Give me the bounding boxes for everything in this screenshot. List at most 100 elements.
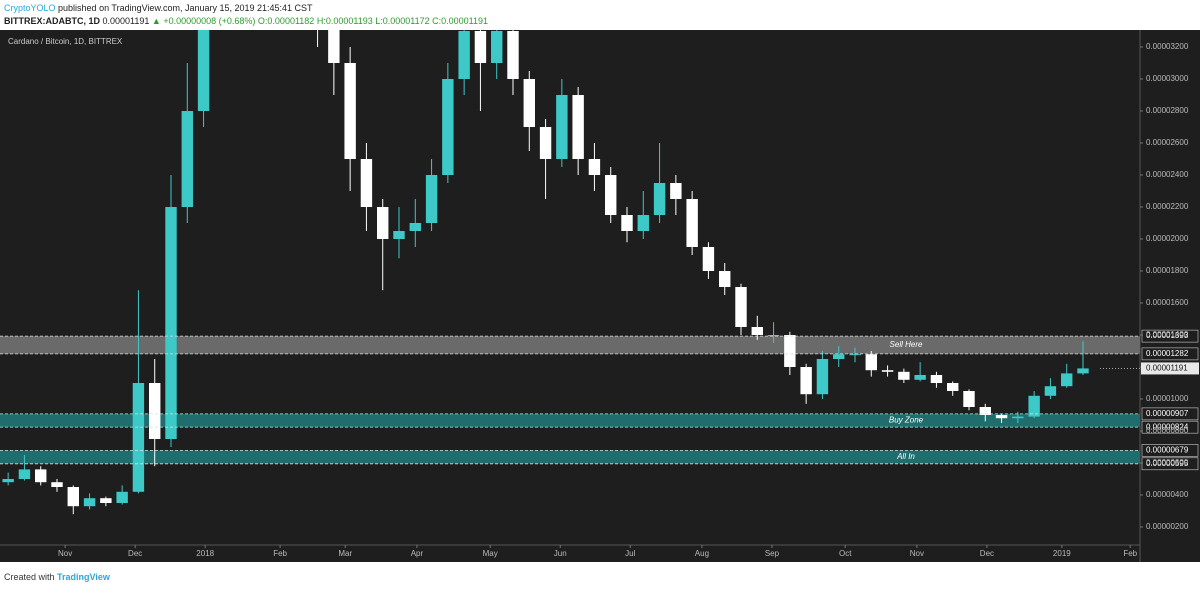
- footer-text: Created with: [4, 572, 55, 582]
- x-tick-label: Jun: [554, 549, 567, 558]
- candle-body: [1077, 368, 1089, 374]
- candle-body: [865, 354, 877, 371]
- candle-body: [181, 111, 193, 207]
- level-box: [1141, 420, 1199, 434]
- zone: [0, 413, 1140, 428]
- x-tick-label: Feb: [273, 549, 287, 558]
- level-box: [1141, 444, 1199, 457]
- candle-body: [833, 354, 845, 359]
- price: 0.00001191: [102, 16, 150, 26]
- candle-body: [1012, 416, 1024, 419]
- y-tick-label: 0.00002400: [1146, 170, 1189, 179]
- candle-body: [2, 479, 14, 483]
- zone: [0, 450, 1140, 464]
- candle-body: [930, 375, 943, 383]
- candle-body: [1028, 395, 1040, 417]
- candle-body: [83, 498, 96, 507]
- symbol: BITTREX:ADABTC, 1D: [4, 16, 100, 26]
- level-box: [1141, 407, 1199, 421]
- candle-body: [393, 231, 405, 239]
- y-tick-label: 0.00000800: [1146, 426, 1189, 435]
- x-tick-label: Dec: [128, 549, 142, 558]
- x-tick-label: Nov: [910, 549, 924, 558]
- candle-body: [979, 407, 991, 415]
- y-tick-label: 0.00001400: [1146, 330, 1189, 339]
- x-tick-label: Aug: [695, 549, 709, 558]
- background: [0, 30, 1200, 562]
- candle-body: [474, 31, 487, 63]
- y-tick-label: 0.00002600: [1146, 138, 1189, 147]
- y-tick-label: 0.00002200: [1146, 202, 1189, 211]
- brand[interactable]: TradingView: [57, 572, 110, 582]
- x-tick-label: Oct: [839, 549, 852, 558]
- candle-body: [507, 31, 519, 79]
- candle-body: [360, 159, 373, 207]
- low: L:0.00001172: [375, 16, 430, 26]
- candle-body: [100, 498, 112, 503]
- candle-body: [621, 215, 633, 231]
- candle-body: [67, 487, 79, 507]
- candle-body: [784, 335, 796, 367]
- candle-body: [963, 391, 975, 407]
- zone-label: Buy Zone: [889, 416, 924, 425]
- candle-body: [51, 482, 63, 487]
- level-label: 0.00000907: [1146, 409, 1189, 418]
- y-tick-label: 0.00002800: [1146, 106, 1189, 115]
- candle-body: [898, 371, 910, 380]
- candle-body: [719, 271, 731, 287]
- candle-body: [18, 469, 31, 479]
- publish-line: CryptoYOLO published on TradingView.com,…: [4, 2, 488, 15]
- candle-body: [35, 469, 47, 483]
- last-price-box: [1141, 362, 1199, 375]
- x-tick-label: May: [483, 549, 498, 558]
- candle-body: [995, 415, 1008, 419]
- last-price-label: 0.00001191: [1146, 364, 1188, 373]
- x-tick-label: Mar: [338, 549, 352, 558]
- candle-body: [328, 30, 340, 63]
- x-tick-label: Feb: [1123, 549, 1137, 558]
- candle-body: [735, 287, 747, 327]
- candle-body: [914, 375, 926, 380]
- candle-body: [556, 95, 568, 159]
- candle-body: [523, 79, 535, 127]
- level-label: 0.00001393: [1146, 331, 1189, 340]
- zone-label: Sell Here: [890, 340, 923, 349]
- level-label: 0.00000679: [1146, 445, 1189, 454]
- author[interactable]: CryptoYOLO: [4, 3, 56, 13]
- candle-body: [377, 207, 389, 239]
- y-tick-label: 0.00000400: [1146, 490, 1189, 499]
- zone-label: All In: [896, 452, 915, 461]
- x-tick-label: Nov: [58, 549, 72, 558]
- level-box: [1141, 347, 1199, 361]
- y-tick-label: 0.00003200: [1146, 42, 1189, 51]
- x-tick-label: 2019: [1053, 549, 1071, 558]
- candle-body: [751, 327, 763, 335]
- candle-body: [344, 63, 356, 159]
- candle-body: [670, 183, 682, 199]
- y-tick-label: 0.00002000: [1146, 234, 1189, 243]
- chart: Cardano / Bitcoin, 1D, BITTREX Sell Here…: [0, 30, 1200, 562]
- chart-title: Cardano / Bitcoin, 1D, BITTREX: [8, 37, 123, 46]
- candle-body: [149, 383, 161, 439]
- candle-body: [458, 31, 470, 79]
- candle-body: [653, 183, 666, 215]
- candle-body: [767, 335, 780, 336]
- candle-body: [132, 383, 145, 492]
- level-label: 0.00000595: [1146, 459, 1189, 468]
- y-tick-label: 0.00000600: [1146, 458, 1189, 467]
- candle-body: [572, 95, 584, 159]
- close: C:0.00001191: [432, 16, 489, 26]
- x-tick-label: Jul: [625, 549, 635, 558]
- x-tick-label: Apr: [411, 549, 424, 558]
- x-tick-label: Sep: [765, 549, 780, 558]
- y-tick-label: 0.00001600: [1146, 298, 1189, 307]
- candle-body: [947, 383, 959, 391]
- y-tick-label: 0.00003000: [1146, 74, 1189, 83]
- level-box: [1141, 329, 1199, 343]
- candle-body: [1044, 386, 1057, 396]
- candle-body: [816, 359, 829, 395]
- quote-line: BITTREX:ADABTC, 1D 0.00001191 ▲ +0.00000…: [4, 15, 488, 28]
- candle-body: [1061, 373, 1073, 387]
- open: O:0.00001182: [257, 16, 315, 26]
